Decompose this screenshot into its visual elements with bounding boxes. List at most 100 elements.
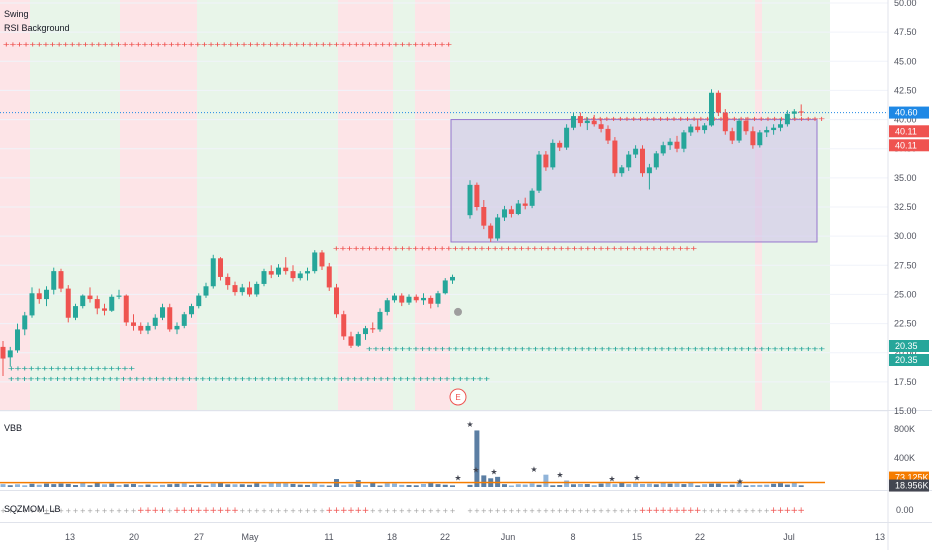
candle[interactable] <box>334 287 339 314</box>
candle[interactable] <box>599 124 604 129</box>
candle[interactable] <box>647 167 652 173</box>
candle[interactable] <box>688 127 693 133</box>
candle[interactable] <box>626 155 631 168</box>
candle[interactable] <box>291 271 296 278</box>
candle[interactable] <box>109 297 114 311</box>
candle[interactable] <box>592 121 597 124</box>
candle[interactable] <box>771 128 776 130</box>
candle[interactable] <box>146 326 151 331</box>
candle[interactable] <box>481 207 486 226</box>
candle[interactable] <box>785 114 790 124</box>
candle[interactable] <box>131 322 136 325</box>
candle[interactable] <box>681 132 686 148</box>
candle[interactable] <box>117 296 122 297</box>
candle[interactable] <box>392 296 397 301</box>
candle[interactable] <box>450 277 455 280</box>
candle[interactable] <box>523 204 528 206</box>
candle[interactable] <box>488 226 493 239</box>
candle[interactable] <box>578 116 583 123</box>
candle[interactable] <box>509 209 514 214</box>
candle[interactable] <box>22 315 27 329</box>
candle[interactable] <box>44 290 49 299</box>
candle[interactable] <box>341 314 346 336</box>
candle[interactable] <box>407 297 412 303</box>
candle[interactable] <box>619 167 624 173</box>
candle[interactable] <box>327 266 332 287</box>
candle[interactable] <box>675 142 680 149</box>
candle[interactable] <box>723 113 728 132</box>
candle[interactable] <box>312 252 317 271</box>
candle[interactable] <box>399 296 404 303</box>
candle[interactable] <box>543 155 548 168</box>
candle[interactable] <box>73 306 78 318</box>
candle[interactable] <box>66 289 71 318</box>
candle[interactable] <box>414 297 419 300</box>
sqzmom-title[interactable]: SQZMOM_LB <box>4 504 61 514</box>
candle[interactable] <box>247 287 252 294</box>
candle[interactable] <box>612 141 617 174</box>
candle[interactable] <box>240 287 245 292</box>
candle[interactable] <box>654 153 659 167</box>
candle[interactable] <box>356 334 361 346</box>
candle[interactable] <box>744 121 749 131</box>
candle[interactable] <box>59 271 64 288</box>
candle[interactable] <box>716 93 721 113</box>
vbb-title[interactable]: VBB <box>4 423 22 433</box>
candle[interactable] <box>564 128 569 148</box>
candle[interactable] <box>160 307 165 317</box>
candle[interactable] <box>225 277 230 285</box>
candle[interactable] <box>695 127 700 130</box>
candle[interactable] <box>363 328 368 334</box>
candle[interactable] <box>421 298 426 300</box>
candle[interactable] <box>737 121 742 141</box>
candle[interactable] <box>276 268 281 275</box>
candle[interactable] <box>778 124 783 127</box>
candle[interactable] <box>37 293 42 299</box>
candle[interactable] <box>283 268 288 271</box>
candle[interactable] <box>30 293 35 315</box>
candle[interactable] <box>385 300 390 312</box>
candle[interactable] <box>196 296 201 306</box>
candle[interactable] <box>502 209 507 217</box>
candle[interactable] <box>204 286 209 295</box>
candle[interactable] <box>370 328 375 329</box>
candle[interactable] <box>88 296 93 299</box>
candle[interactable] <box>175 326 180 329</box>
candle[interactable] <box>661 145 666 153</box>
candle[interactable] <box>262 271 267 284</box>
candle[interactable] <box>468 185 473 215</box>
candle[interactable] <box>269 271 274 274</box>
candle[interactable] <box>1 347 6 359</box>
candle[interactable] <box>436 293 441 303</box>
candle[interactable] <box>320 252 325 266</box>
candle[interactable] <box>189 306 194 314</box>
candle[interactable] <box>750 131 755 145</box>
candle[interactable] <box>211 258 216 286</box>
candle[interactable] <box>474 185 479 207</box>
indicator-rsi-background-label[interactable]: RSI Background <box>4 23 70 33</box>
candle[interactable] <box>443 280 448 293</box>
candle[interactable] <box>153 318 158 326</box>
candle[interactable] <box>516 204 521 214</box>
candle[interactable] <box>730 131 735 140</box>
candle[interactable] <box>218 258 223 277</box>
candle[interactable] <box>530 191 535 206</box>
candle[interactable] <box>585 121 590 123</box>
candle[interactable] <box>633 149 638 155</box>
candle[interactable] <box>102 308 107 310</box>
candle[interactable] <box>557 143 562 148</box>
candle[interactable] <box>709 93 714 126</box>
candle[interactable] <box>298 273 303 278</box>
candle[interactable] <box>349 336 354 345</box>
candle[interactable] <box>757 132 762 145</box>
candle[interactable] <box>8 350 13 357</box>
candle[interactable] <box>537 155 542 191</box>
candle[interactable] <box>799 111 804 112</box>
candle[interactable] <box>640 149 645 173</box>
candle[interactable] <box>254 284 259 294</box>
candle[interactable] <box>495 217 500 238</box>
candle[interactable] <box>15 329 20 350</box>
candle[interactable] <box>305 271 310 273</box>
candle[interactable] <box>51 271 56 290</box>
